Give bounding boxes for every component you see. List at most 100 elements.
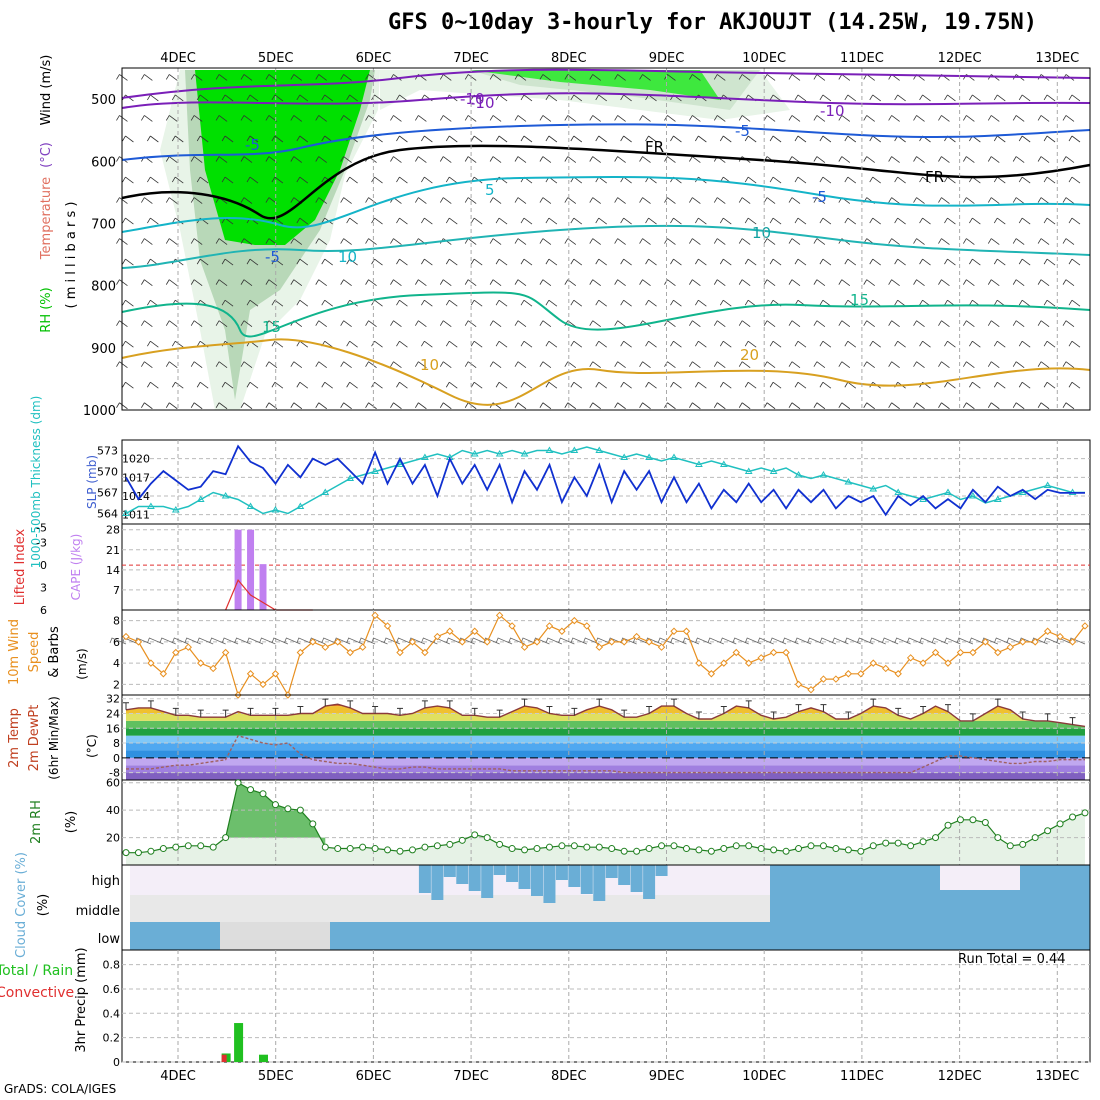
wind-barb [589,115,601,122]
rh-marker [234,779,242,787]
wind-barb [296,135,309,143]
wind-barb [913,402,925,410]
wind-barb [340,279,352,286]
wind-barb [1037,279,1050,286]
wind-barb [664,156,676,163]
wind-barb [719,381,732,389]
wind-barb [713,279,726,286]
wind-barb [321,381,333,389]
wind-barb [1062,279,1075,286]
wind-barb [514,238,527,245]
wind-barb [763,238,776,245]
wind-barb [987,361,1000,369]
temp-minmax-marker [421,700,428,708]
thickness-marker [919,495,927,502]
wind-speed-marker [695,659,703,667]
wind-barb [813,361,826,369]
wind-barb-10m [246,637,264,645]
wind-barb [938,320,950,327]
temp-minmax-marker [621,709,628,718]
wind-barb-10m [259,637,276,645]
wind-barb [614,320,626,327]
cloud-high-bar [605,865,618,878]
date-label-bottom: 4DEC [160,1069,196,1084]
wind-barb [689,279,701,286]
wind-barb [913,197,925,204]
wind-barb [620,340,632,348]
wind-barb [938,279,950,286]
wind-barb [464,74,477,81]
wind-speed-marker [707,670,716,678]
wind-barb [1012,320,1025,327]
wind-barb [545,381,558,389]
wind-barb [1068,176,1081,184]
wind-barb [346,340,358,348]
wind-barb [271,381,284,389]
temp-minmax-marker [745,700,752,708]
wind-barb [888,320,900,327]
wind-speed-marker [819,675,828,683]
rh-marker [782,847,790,855]
rh-marker [1006,842,1014,850]
wind-barb [265,361,278,369]
thickness-marker [993,495,1002,502]
cloud-high-bar [618,865,631,885]
wind-barb [589,279,601,286]
wind-barb [116,197,128,204]
thickness-marker [595,446,604,453]
rh-marker [508,845,516,853]
wind-barb [396,217,408,225]
wind-barb [645,340,657,348]
wind-barb [116,361,128,369]
thickness-marker [171,506,180,513]
rh-marker [346,845,354,853]
wind-barb-10m [296,637,313,645]
wind-speed-marker [1019,638,1027,646]
temp-tick-label: 24 [106,707,120,720]
rh-marker [159,845,167,853]
wind-barb [116,320,128,327]
wind-barb [614,197,626,204]
precip-convective-label: Convective [0,985,74,1001]
wind-barb [147,381,159,389]
wind-barb [1062,402,1075,410]
temp-minmax-marker [172,707,179,716]
wind-speed-marker [832,675,840,683]
wind-barb [838,402,851,410]
wind-barb [246,94,259,102]
thickness-marker [794,471,803,478]
thickness-marker [470,450,479,457]
wind-barb [888,156,900,163]
wind-barb [1062,115,1075,122]
wind-barb [969,381,981,389]
wind-speed-marker [296,648,305,657]
wind-barb [545,217,558,225]
rh-tick-label: 60 [106,777,120,790]
rh-tick-label: 40 [106,804,120,817]
wind-barb-10m [968,637,986,645]
pressure-tick-label: 800 [91,280,116,295]
wind-speed-marker [209,664,217,673]
wind-barb [141,402,153,410]
wind-speed-marker [246,670,255,678]
thickness-marker [620,453,629,460]
wind-barb-10m [221,637,239,645]
thickness-marker [769,467,778,474]
contour-label: 20 [740,346,759,364]
rh-marker [1031,834,1039,842]
wind-barb [664,197,676,204]
temp-minmax-marker [895,707,902,716]
wind-barb [838,115,851,122]
wind-barb [1068,299,1081,307]
wind-barb [396,381,408,389]
wind-barb-10m [470,637,488,645]
rh-marker [832,845,840,853]
dewpoint-axis-label: 2m DewPt [27,705,42,772]
wind-barb [415,115,427,122]
wind-barb [296,94,309,102]
wind-barb [863,156,875,163]
pressure-tick-label: 900 [91,342,116,357]
temp-minmax-marker [945,704,951,712]
wind-barb [639,402,651,410]
wind-barb [689,115,701,122]
